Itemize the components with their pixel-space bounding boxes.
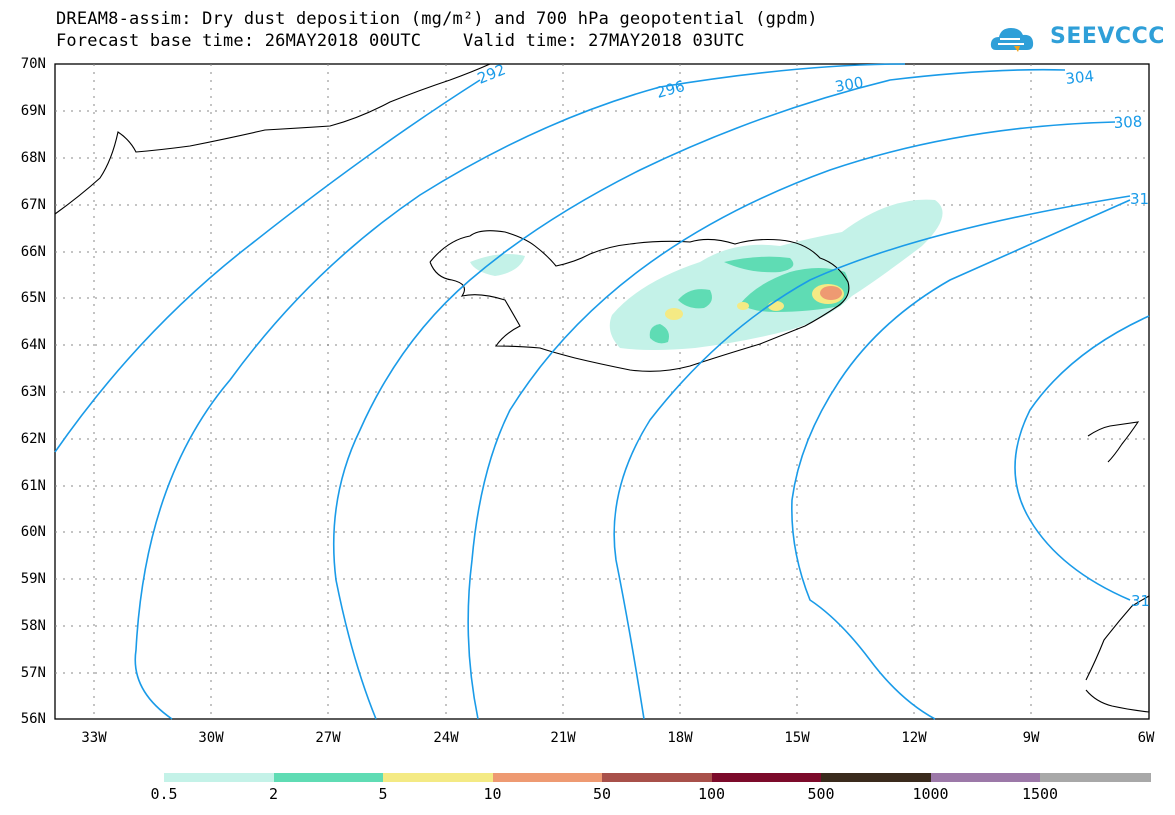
lat-label: 57N (20, 665, 46, 681)
lat-label: 67N (20, 197, 46, 213)
colorbar-label: 2 (268, 785, 279, 803)
colorbar-swatch (602, 773, 713, 782)
lat-label: 58N (20, 618, 46, 634)
colorbar-label: 10 (483, 785, 502, 803)
lat-label: 63N (20, 384, 46, 400)
lat-label: 68N (20, 150, 46, 166)
colorbar-swatch (711, 773, 822, 782)
colorbar-label: 100 (697, 785, 726, 803)
contour-label: 300 (834, 73, 865, 96)
colorbar-label: 0.5 (150, 785, 178, 803)
logo-text: SEEVCCC (1050, 24, 1165, 49)
lon-label: 30W (198, 730, 224, 746)
lon-label: 15W (784, 730, 810, 746)
colorbar-label: 1000 (912, 785, 949, 803)
colorbar-swatch (492, 773, 603, 782)
lat-label: 56N (20, 711, 46, 727)
lon-label: 9W (1022, 730, 1040, 746)
lat-label: 62N (20, 431, 46, 447)
lon-label: 6W (1137, 730, 1155, 746)
map-title: DREAM8-assim: Dry dust deposition (mg/m²… (56, 9, 818, 29)
colorbar-label: 1500 (1021, 785, 1059, 803)
contour-label: 304 (1065, 67, 1095, 88)
colorbar-swatch (930, 773, 1041, 782)
colorbar-swatch (273, 773, 384, 782)
colorbar-label: 5 (378, 785, 388, 803)
colorbar-label: 50 (592, 785, 612, 803)
lon-label: 18W (667, 730, 693, 746)
contour-label: 31 (1130, 190, 1149, 208)
lat-label: 61N (20, 478, 46, 494)
lon-label: 33W (81, 730, 107, 746)
contour-label: 296 (654, 77, 686, 102)
lon-label: 21W (550, 730, 576, 746)
cloud-icon (990, 28, 1034, 52)
colorbar-swatch (383, 773, 494, 782)
geopotential-contours (54, 63, 1150, 720)
grid (55, 64, 1149, 719)
lat-label: 70N (20, 56, 46, 72)
colorbar-label: 500 (807, 785, 835, 803)
lat-label: 65N (20, 290, 46, 306)
contour-label: 308 (1113, 113, 1143, 132)
lat-label: 66N (20, 244, 46, 260)
colorbar-swatch (821, 773, 932, 782)
colorbar-swatch (1040, 773, 1151, 782)
colorbar-swatch (164, 773, 275, 782)
lon-label: 24W (433, 730, 459, 746)
contour-label: 31 (1131, 592, 1150, 610)
lat-label: 64N (20, 337, 46, 353)
lat-label: 69N (20, 103, 46, 119)
lat-label: 59N (20, 571, 46, 587)
lon-label: 27W (315, 730, 341, 746)
map-subtitle: Forecast base time: 26MAY2018 00UTC Vali… (56, 31, 745, 51)
lon-label: 12W (901, 730, 927, 746)
coastlines (54, 63, 1150, 713)
dust-deposition-field (470, 199, 943, 350)
lat-label: 60N (20, 524, 46, 540)
